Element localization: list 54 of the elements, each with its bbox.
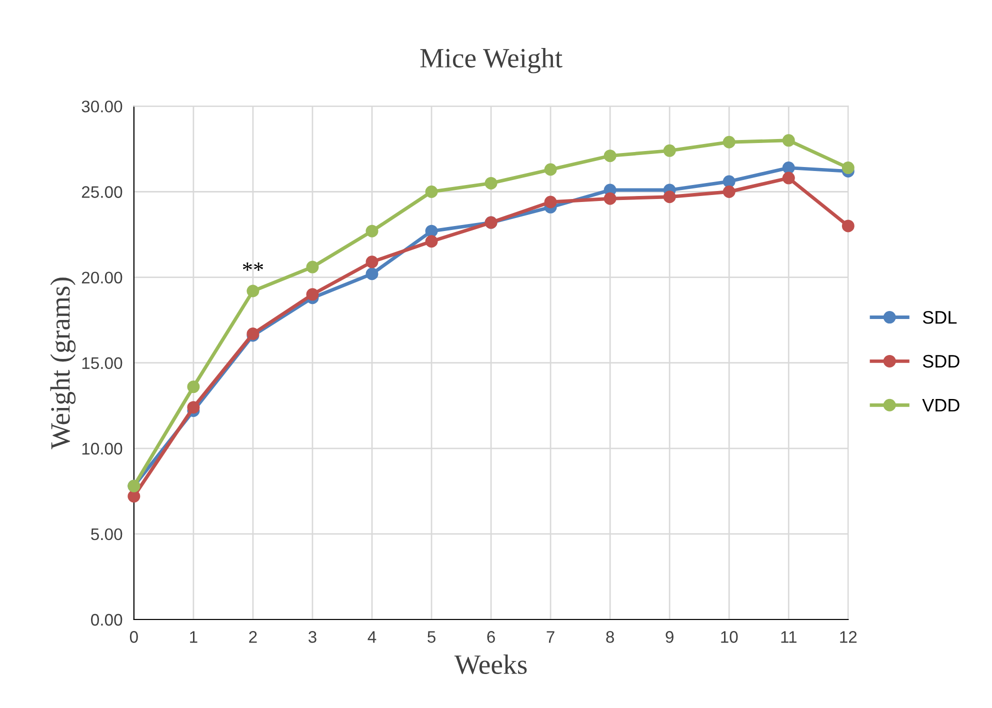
x-tick-label: 7: [546, 631, 554, 643]
point: [663, 190, 676, 204]
x-tick-label: 4: [368, 631, 376, 643]
point: [246, 284, 260, 298]
point: [484, 176, 498, 190]
point: [782, 134, 795, 147]
point: [604, 192, 616, 205]
x-tick-label: 11: [781, 631, 796, 643]
point: [722, 175, 736, 188]
y-tick-label: 10.00: [82, 442, 122, 455]
x-tick-label: 9: [666, 631, 674, 643]
y-tick-label: 30.00: [82, 100, 122, 112]
point: [842, 220, 854, 232]
point: [425, 186, 438, 198]
point: [782, 162, 795, 174]
y-tick-label: 15.00: [82, 357, 122, 370]
point: [187, 401, 200, 414]
point: [128, 490, 140, 503]
point: [425, 224, 438, 238]
x-tick-label: 0: [130, 631, 138, 643]
legend-label: VDD: [922, 399, 960, 412]
point: [366, 224, 378, 238]
y-axis-title: Weight (grams): [50, 278, 76, 450]
y-tick-label: 25.00: [82, 186, 122, 198]
point: [782, 172, 795, 184]
point: [663, 144, 676, 157]
x-tick-label: 5: [428, 631, 436, 643]
x-tick-label: 10: [721, 631, 738, 643]
annotation: **: [242, 262, 264, 271]
chart-title: Mice Weight: [420, 48, 562, 74]
point: [306, 288, 319, 301]
legend-label: SDD: [922, 354, 960, 368]
x-tick-label: 8: [606, 631, 614, 643]
x-tick-label: 6: [487, 631, 495, 643]
point: [544, 196, 557, 208]
point: [306, 260, 319, 274]
point: [544, 163, 557, 176]
point: [425, 235, 438, 248]
x-tick-label: 3: [308, 631, 316, 643]
x-tick-label: 12: [840, 631, 857, 643]
y-tick-label: 20.00: [82, 272, 122, 284]
x-tick-label: 2: [249, 631, 257, 643]
point: [722, 136, 736, 148]
y-tick-label: 0.00: [91, 614, 122, 626]
point: [842, 162, 854, 174]
x-tick-label: 1: [190, 631, 198, 643]
point: [366, 256, 378, 268]
y-tick-label: 5.00: [91, 528, 122, 540]
x-axis-title: Weeks: [454, 654, 527, 674]
point: [187, 380, 200, 394]
point: [722, 186, 736, 198]
point: [366, 268, 378, 280]
legend-label: SDL: [922, 310, 957, 324]
point: [604, 150, 616, 162]
